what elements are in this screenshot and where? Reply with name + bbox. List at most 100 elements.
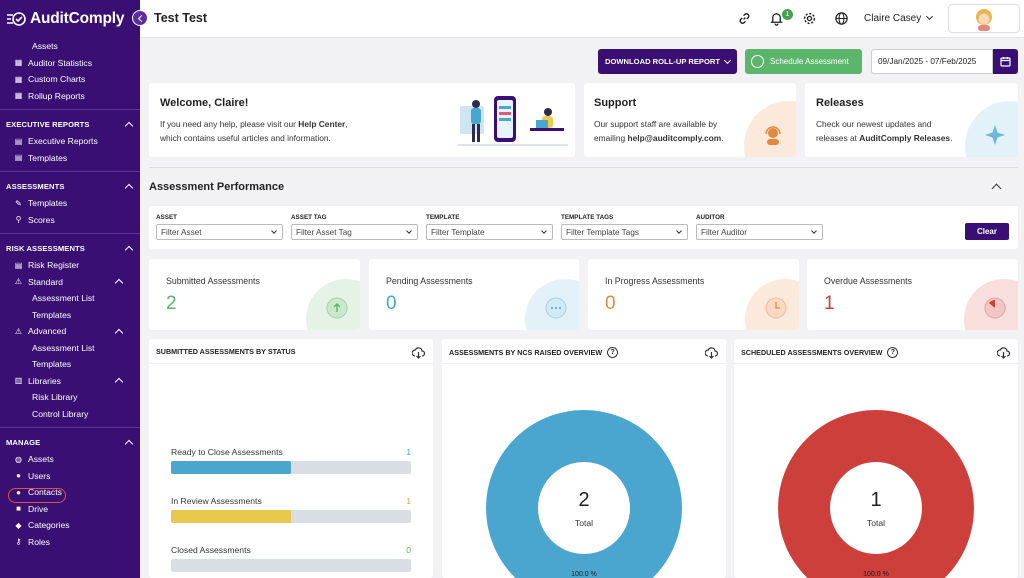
sidebar-item-advanced-assessment-list[interactable]: Assessment List (0, 340, 140, 357)
gauge-icon (984, 297, 1006, 319)
sidebar-item-risk-library[interactable]: Risk Library (0, 389, 140, 406)
sidebar-section-risk-assessments[interactable]: RISK ASSESSMENTS (0, 239, 140, 257)
panel-title: ASSESSMENTS BY NCS RAISED OVERVIEW? (449, 347, 619, 358)
filter-label: AUDITOR (696, 214, 725, 221)
sidebar-item-label: Templates (32, 359, 72, 370)
schedule-assessment-button[interactable]: Schedule Assessment (745, 49, 862, 74)
releases-text-part: . (950, 132, 953, 143)
sidebar-item-risk-register[interactable]: ▤ Risk Register (0, 257, 140, 274)
sidebar-item-manage-assets[interactable]: ◍ Assets (0, 451, 140, 468)
releases-link[interactable]: AuditComply Releases (859, 132, 951, 143)
filter-auditor-select[interactable]: Filter Auditor (696, 224, 823, 240)
user-name[interactable]: Claire Casey (864, 13, 922, 24)
filter-asset-tag-select[interactable]: Filter Asset Tag (291, 224, 418, 240)
sidebar-item-libraries[interactable]: ▥ Libraries (0, 373, 140, 390)
stat-card-submitted[interactable]: Submitted Assessments 2 (149, 259, 360, 330)
filter-placeholder: Filter Template Tags (566, 227, 639, 237)
stat-label: Submitted Assessments (166, 276, 260, 286)
status-row-value: 1 (406, 447, 411, 457)
date-range-input[interactable]: 09/Jan/2025 - 07/Feb/2025 (871, 49, 993, 74)
help-icon[interactable]: ? (607, 347, 619, 358)
avatar[interactable] (948, 4, 1020, 33)
sidebar-item-auditor-statistics[interactable]: ▦ Auditor Statistics (0, 55, 140, 72)
sidebar-item-drive[interactable]: ■ Drive (0, 501, 140, 518)
gear-icon[interactable] (802, 11, 817, 26)
sidebar-item-control-library[interactable]: Control Library (0, 406, 140, 423)
sidebar-item-rollup-reports[interactable]: ▦ Rollup Reports (0, 88, 140, 105)
sidebar-item-advanced-templates[interactable]: Templates (0, 356, 140, 373)
contacts-icon: ● (16, 487, 21, 497)
sidebar-item-label: Contacts (28, 487, 62, 498)
sidebar-item-label: Roles (28, 536, 50, 547)
sidebar-item-exec-templates[interactable]: ▤ Templates (0, 150, 140, 167)
support-email-link[interactable]: help@auditcomply.com (627, 132, 722, 143)
panel-scheduled-overview: SCHEDULED ASSESSMENTS OVERVIEW? 1 Total … (734, 339, 1018, 578)
sidebar-item-label: Executive Reports (28, 136, 98, 147)
filter-template-select[interactable]: Filter Template (426, 224, 553, 240)
panel-title: SUBMITTED ASSESSMENTS BY STATUS (156, 347, 296, 356)
filter-asset-select[interactable]: Filter Asset (156, 224, 283, 240)
document-icon: ▤ (14, 136, 23, 146)
status-bar-fill (171, 510, 291, 523)
user-icon: ● (16, 471, 21, 481)
support-title: Support (594, 97, 637, 109)
help-center-link[interactable]: Help Center (298, 119, 346, 129)
sidebar-item-label: Advanced (28, 326, 67, 337)
scheduled-donut-slice[interactable] (778, 410, 974, 578)
chevron-down-icon (811, 228, 817, 234)
sidebar-item-assessment-templates[interactable]: ✎ Templates (0, 195, 140, 212)
status-row-label: Closed Assessments (171, 545, 251, 555)
sidebar-item-standard[interactable]: ⚠ Standard (0, 274, 140, 291)
sidebar-item-scores[interactable]: ⚲ Scores (0, 212, 140, 229)
status-row-in-review[interactable]: In Review Assessments 1 (171, 496, 411, 523)
filter-template-tags-select[interactable]: Filter Template Tags (561, 224, 688, 240)
collapse-sidebar-button[interactable] (132, 10, 148, 26)
sidebar-item-standard-templates[interactable]: Templates (0, 307, 140, 324)
sidebar-item-roles[interactable]: ⚷ Roles (0, 534, 140, 551)
welcome-card: Welcome, Claire! If you need any help, p… (149, 83, 575, 157)
status-bar-track (171, 510, 411, 523)
sidebar-item-contacts[interactable]: ● Contacts (0, 484, 140, 501)
sidebar-item-executive-reports[interactable]: ▤ Executive Reports (0, 133, 140, 150)
download-icon[interactable] (412, 347, 425, 359)
sidebar-item-label: Templates (32, 309, 72, 320)
chevron-down-icon[interactable] (925, 12, 934, 21)
status-row-ready-to-close[interactable]: Ready to Close Assessments 1 (171, 447, 411, 474)
filter-label: TEMPLATE TAGS (561, 214, 614, 221)
app-logo[interactable]: AuditComply (0, 0, 140, 38)
calendar-button[interactable] (993, 49, 1018, 74)
sidebar-item-categories[interactable]: ◆ Categories (0, 517, 140, 534)
bell-icon[interactable] (769, 11, 784, 26)
stat-card-in-progress[interactable]: In Progress Assessments 0 (588, 259, 799, 330)
edit-icon: ✎ (15, 198, 22, 208)
globe-icon[interactable] (834, 11, 849, 26)
download-rollup-report-button[interactable]: DOWNLOAD ROLL-UP REPORT (598, 49, 737, 74)
ncs-donut-chart[interactable] (486, 410, 682, 578)
stat-card-overdue[interactable]: Overdue Assessments 1 (807, 259, 1018, 330)
download-icon[interactable] (705, 347, 718, 359)
sidebar-section-assessments[interactable]: ASSESSMENTS (0, 177, 140, 195)
sidebar-item-standard-assessment-list[interactable]: Assessment List (0, 290, 140, 307)
stat-card-pending[interactable]: Pending Assessments 0 (369, 259, 579, 330)
status-row-closed[interactable]: Closed Assessments 0 (171, 545, 411, 572)
sidebar-section-manage[interactable]: MANAGE (0, 433, 140, 451)
status-bar-fill (171, 461, 291, 474)
ncs-donut-slice[interactable] (486, 410, 682, 578)
sidebar-item-label: Assessment List (32, 293, 95, 304)
download-icon[interactable] (997, 347, 1010, 359)
calendar-icon (1000, 57, 1011, 67)
sidebar-item-custom-charts[interactable]: ▦ Custom Charts (0, 71, 140, 88)
sidebar-section-executive-reports[interactable]: EXECUTIVE REPORTS (0, 115, 140, 133)
sidebar-item-users[interactable]: ● Users (0, 468, 140, 485)
scheduled-donut-hole (830, 462, 922, 554)
scheduled-percent-label: 100.0 % (863, 571, 889, 578)
sidebar-item-assets-top[interactable]: Assets (0, 38, 140, 55)
clear-filters-button[interactable]: Clear (965, 223, 1009, 240)
warning-icon: ⚠ (14, 326, 23, 336)
sidebar-item-label: Control Library (32, 408, 89, 419)
link-icon[interactable] (737, 11, 752, 26)
sidebar-item-advanced[interactable]: ⚠ Advanced (0, 323, 140, 340)
chevron-up-icon[interactable] (991, 183, 1002, 194)
help-icon[interactable]: ? (887, 347, 899, 358)
scheduled-donut-chart[interactable] (778, 410, 974, 578)
